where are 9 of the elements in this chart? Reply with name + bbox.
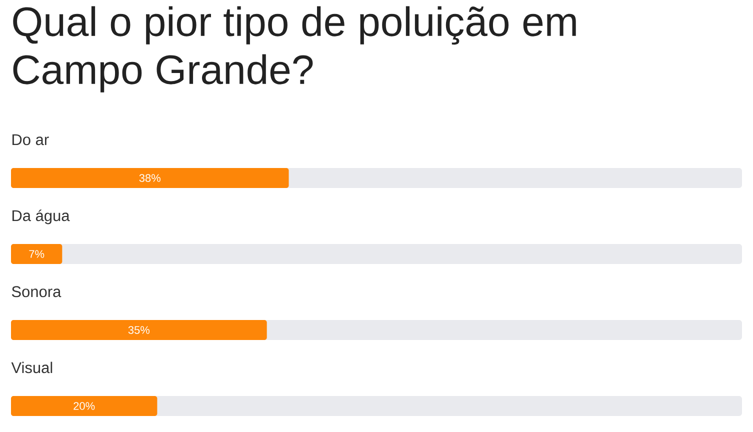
y-tick-label: Da água (12, 210, 70, 224)
data-label: 20% (74, 402, 95, 410)
y-tick-label: Sonora (12, 286, 62, 298)
y-tick-label: Visual (11, 362, 52, 374)
y-tick-label: Do ar (12, 134, 49, 146)
chart-title: Qual o pior tipo de poluição em Campo Grande? (13, 6, 576, 92)
data-label: 35% (128, 326, 150, 334)
data-label: 7% (29, 250, 44, 258)
data-label: 38% (139, 174, 160, 182)
